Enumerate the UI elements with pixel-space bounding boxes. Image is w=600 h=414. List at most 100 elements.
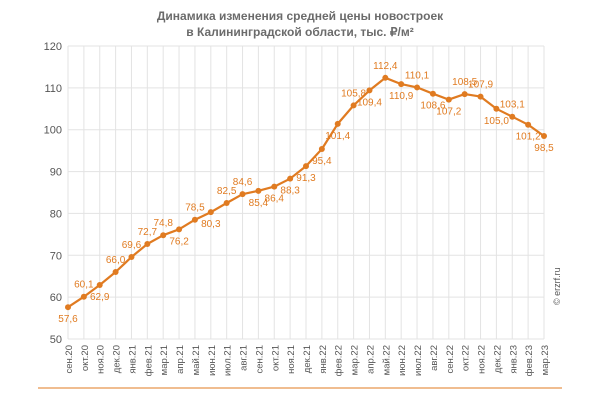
data-point (334, 120, 341, 127)
data-label: 66,0 (106, 255, 126, 266)
x-tick-label: авг.21 (239, 345, 250, 371)
data-point (366, 87, 373, 94)
data-point (477, 93, 484, 100)
y-tick-label: 90 (50, 167, 62, 179)
x-tick-label: мар.23 (540, 345, 551, 375)
x-tick-label: июн.21 (207, 345, 218, 376)
data-point (239, 191, 246, 198)
x-tick-label: апр.22 (365, 345, 376, 374)
data-point (65, 304, 71, 311)
data-point (303, 163, 309, 170)
x-tick-label: мар.21 (159, 345, 170, 375)
data-point (414, 84, 421, 91)
data-label: 85,4 (249, 198, 269, 209)
x-tick-label: май.22 (381, 345, 392, 375)
data-point (144, 240, 151, 247)
chart-title-line2: в Калининградской области, тыс. ₽/м² (186, 25, 414, 39)
data-point (350, 102, 357, 109)
y-tick-label: 80 (50, 208, 62, 220)
data-point (493, 105, 500, 112)
x-tick-label: окт.21 (270, 345, 281, 371)
x-tick-label: окт.20 (80, 345, 91, 371)
data-label: 107,2 (436, 107, 461, 118)
x-tick-label: ноя.21 (286, 345, 297, 374)
x-tick-label: фев.22 (334, 345, 345, 376)
x-tick-label: июн.22 (397, 345, 408, 376)
data-label: 108,5 (452, 77, 477, 88)
watermark: © erzrf.ru (552, 267, 562, 305)
x-tick-label: сен.20 (64, 345, 75, 374)
data-label: 86,4 (265, 194, 285, 205)
data-label: 110,9 (389, 91, 414, 102)
x-tick-label: ноя.22 (477, 345, 488, 374)
x-tick-label: июл.21 (223, 345, 234, 376)
chart-title: Динамика изменения средней цены новостро… (0, 8, 600, 40)
data-point (525, 121, 532, 128)
data-label: 112,4 (373, 61, 398, 72)
data-label: 108,6 (420, 101, 445, 112)
x-tick-label: сен.22 (445, 345, 456, 374)
x-tick-label: июл.22 (413, 345, 424, 376)
y-tick-label: 120 (44, 41, 62, 53)
data-label: 109,4 (357, 97, 382, 108)
x-tick-label: ноя.20 (96, 345, 107, 374)
data-point (541, 132, 547, 139)
data-label: 62,9 (90, 292, 110, 303)
data-label: 105,8 (341, 88, 366, 99)
x-tick-label: фев.21 (143, 345, 154, 376)
y-tick-label: 70 (50, 250, 62, 262)
data-label: 101,2 (516, 132, 541, 143)
data-label: 84,6 (233, 177, 253, 188)
data-point (445, 96, 452, 103)
x-tick-label: мар.22 (350, 345, 361, 375)
data-point (287, 175, 294, 182)
data-label: 91,3 (296, 173, 316, 184)
data-point (80, 293, 87, 300)
data-label: 107,9 (468, 80, 493, 91)
data-label: 78,5 (185, 203, 205, 214)
data-label: 103,1 (500, 100, 525, 111)
data-label: 57,6 (58, 314, 78, 325)
y-tick-label: 110 (44, 83, 62, 95)
data-point (112, 269, 119, 276)
data-point (509, 113, 516, 120)
data-label: 98,5 (534, 143, 554, 154)
data-point (461, 91, 468, 98)
data-label: 101,4 (325, 131, 350, 142)
data-point (207, 209, 214, 216)
data-label: 82,5 (217, 186, 237, 197)
y-tick-label: 60 (50, 292, 62, 304)
data-label: 88,3 (280, 186, 300, 197)
x-tick-label: янв.21 (127, 345, 138, 374)
data-point (382, 74, 389, 81)
data-point (96, 282, 103, 289)
x-tick-label: янв.22 (318, 345, 329, 374)
data-point (191, 216, 198, 223)
data-point (318, 145, 325, 152)
data-point (398, 81, 405, 88)
data-point (176, 226, 183, 233)
data-label: 60,1 (74, 280, 94, 291)
x-tick-label: янв.23 (508, 345, 519, 374)
x-tick-label: окт.22 (461, 345, 472, 371)
data-point (255, 187, 262, 194)
chart-title-line1: Динамика изменения средней цены новостро… (156, 9, 444, 23)
x-tick-label: авг.22 (429, 345, 440, 371)
data-label: 76,2 (169, 236, 189, 247)
data-label: 110,1 (405, 70, 430, 81)
x-tick-label: апр.21 (175, 345, 186, 374)
data-label: 74,8 (153, 218, 173, 229)
data-point (271, 183, 278, 190)
x-tick-label: фев.23 (524, 345, 535, 376)
data-point (429, 90, 436, 97)
data-point (128, 253, 135, 260)
data-label: 80,3 (201, 219, 221, 230)
x-tick-label: дек.22 (492, 345, 503, 373)
data-label: 69,6 (122, 240, 142, 251)
data-label: 95,4 (312, 156, 332, 167)
data-label: 105,0 (484, 116, 509, 127)
data-point (223, 199, 230, 206)
x-tick-label: дек.21 (302, 345, 313, 373)
y-tick-label: 100 (44, 125, 62, 137)
